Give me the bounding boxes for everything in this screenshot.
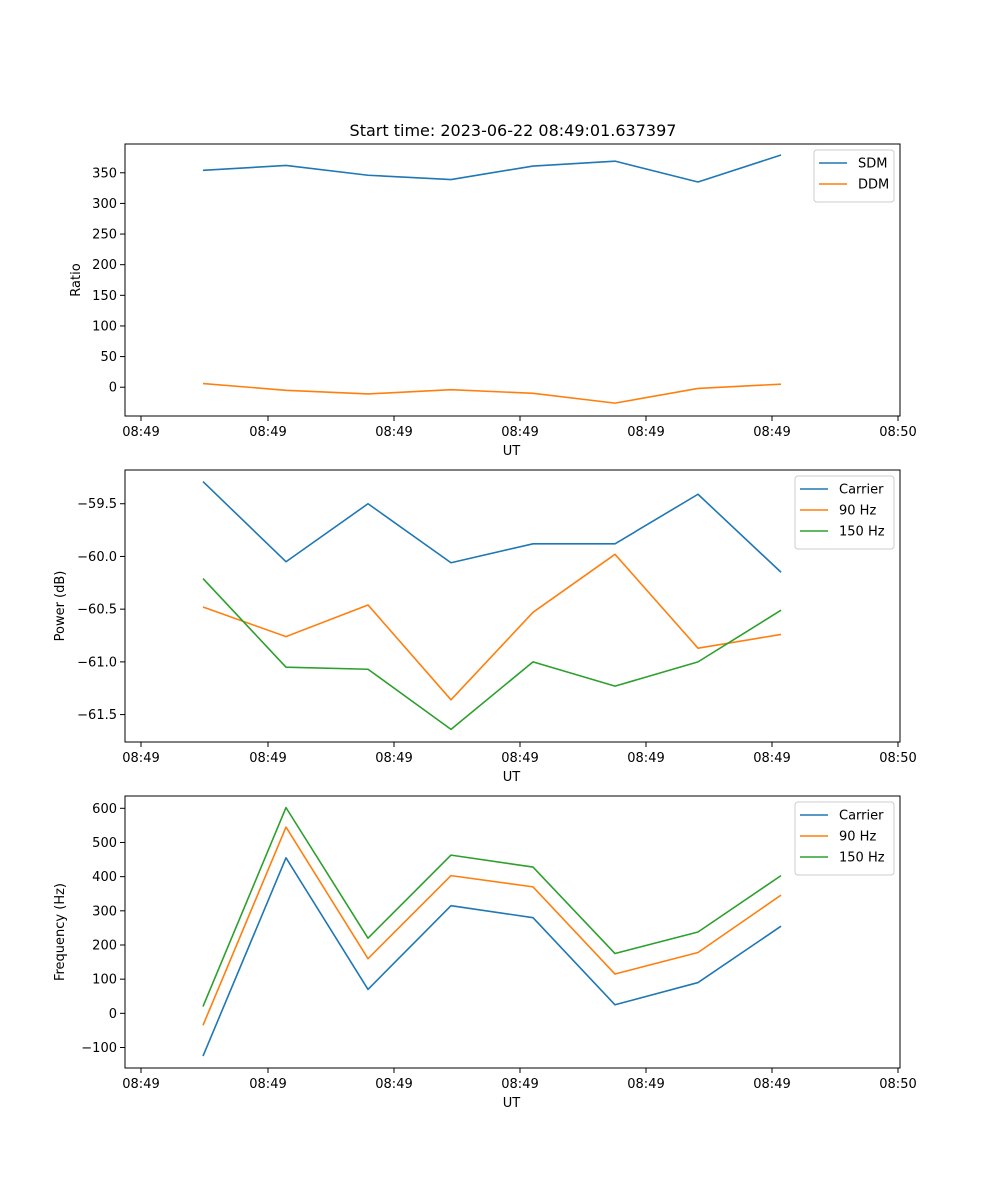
- x-tick-label: 08:49: [249, 425, 286, 440]
- y-tick-label: 500: [92, 836, 117, 851]
- x-tick-label: 08:49: [122, 1077, 159, 1092]
- x-tick-label: 08:49: [627, 1077, 664, 1092]
- legend-label: 150 Hz: [839, 525, 885, 540]
- y-tick-label: 200: [92, 258, 117, 273]
- x-tick-label: 08:49: [753, 751, 790, 766]
- x-tick-label: 08:49: [122, 425, 159, 440]
- y-axis-label: Frequency (Hz): [53, 883, 68, 981]
- x-tick-label: 08:49: [627, 751, 664, 766]
- y-tick-label: 300: [92, 904, 117, 919]
- y-tick-label: 150: [92, 289, 117, 304]
- legend-label: Carrier: [839, 809, 884, 824]
- x-tick-label: 08:49: [375, 751, 412, 766]
- x-tick-label: 08:49: [249, 1077, 286, 1092]
- y-tick-label: −61.5: [77, 708, 117, 723]
- x-tick-label: 08:49: [501, 751, 538, 766]
- y-tick-label: −61.0: [77, 655, 117, 670]
- x-tick-label: 08:49: [375, 425, 412, 440]
- series-line-90-hz: [202, 826, 782, 1026]
- legend-label: DDM: [858, 178, 889, 193]
- panel-3: 08:49 08:49 08:49 08:49 08:49 08:49 08:50 −100 0…: [53, 795, 917, 1111]
- series-line-sdm: [202, 154, 782, 183]
- panels: 08:49 08:49 08:49 08:49 08:49 08:49 08:50 0 50 10…: [53, 143, 917, 1111]
- y-tick-label: 0: [109, 381, 117, 396]
- x-axis-label: UT: [503, 1096, 521, 1111]
- y-tick-label: 50: [100, 350, 117, 365]
- x-tick-label: 08:49: [627, 425, 664, 440]
- x-axis-label: UT: [503, 444, 521, 459]
- y-tick-label: 0: [109, 1007, 117, 1022]
- x-tick-label: 08:50: [879, 425, 916, 440]
- y-tick-label: 300: [92, 197, 117, 212]
- series-line-90-hz: [202, 553, 782, 701]
- x-tick-label: 08:49: [753, 425, 790, 440]
- panel-2: 08:49 08:49 08:49 08:49 08:49 08:49 08:50 −61.5…: [53, 469, 917, 785]
- series-line-150-hz: [202, 806, 782, 1007]
- plot-frame: [124, 795, 901, 1069]
- series-line-ddm: [202, 382, 782, 404]
- x-tick-label: 08:49: [122, 751, 159, 766]
- plot-frame: [124, 143, 901, 417]
- legend-label: SDM: [858, 157, 887, 172]
- y-axis-label: Power (dB): [53, 571, 68, 642]
- y-tick-label: −100: [81, 1041, 117, 1056]
- legend-label: 90 Hz: [839, 830, 876, 845]
- x-tick-label: 08:49: [501, 1077, 538, 1092]
- legend-label: Carrier: [839, 483, 884, 498]
- series-line-150-hz: [202, 578, 782, 731]
- x-tick-label: 08:49: [375, 1077, 412, 1092]
- y-axis-label: Ratio: [69, 263, 84, 296]
- legend-label: 90 Hz: [839, 504, 876, 519]
- y-tick-label: −60.0: [77, 550, 117, 565]
- y-tick-label: 400: [92, 870, 117, 885]
- series-line-carrier: [202, 857, 782, 1057]
- y-tick-label: 350: [92, 166, 117, 181]
- y-tick-label: −60.5: [77, 603, 117, 618]
- plot-frame: [124, 469, 901, 743]
- x-tick-label: 08:50: [879, 751, 916, 766]
- y-tick-label: −59.5: [77, 497, 117, 512]
- x-tick-label: 08:49: [501, 425, 538, 440]
- y-tick-label: 600: [92, 802, 117, 817]
- y-tick-label: 250: [92, 228, 117, 243]
- y-tick-label: 100: [92, 319, 117, 334]
- series-line-carrier: [202, 481, 782, 573]
- x-tick-label: 08:49: [249, 751, 286, 766]
- legend: Carrier 90 Hz 150 Hz: [794, 475, 895, 550]
- x-axis-label: UT: [503, 770, 521, 785]
- legend: Carrier 90 Hz 150 Hz: [794, 801, 895, 876]
- x-tick-label: 08:50: [879, 1077, 916, 1092]
- y-tick-label: 200: [92, 938, 117, 953]
- legend-label: 150 Hz: [839, 851, 885, 866]
- legend: SDM DDM: [813, 149, 895, 203]
- figure-title: Start time: 2023-06-22 08:49:01.637397: [350, 121, 677, 140]
- panel-1: 08:49 08:49 08:49 08:49 08:49 08:49 08:50 0 50 10…: [69, 143, 917, 459]
- x-tick-label: 08:49: [753, 1077, 790, 1092]
- y-tick-label: 100: [92, 973, 117, 988]
